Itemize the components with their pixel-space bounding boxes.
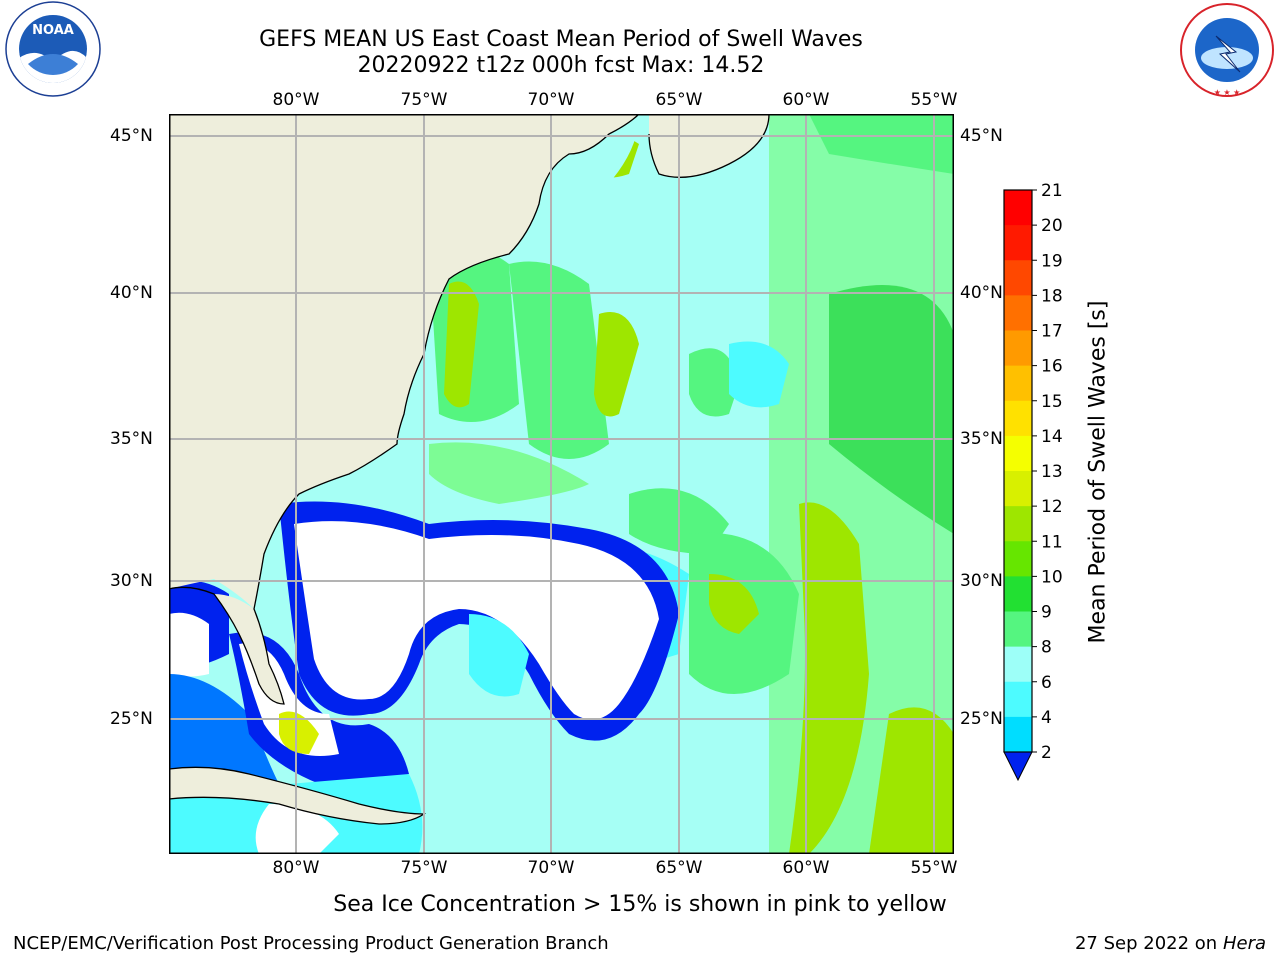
noaa-logo-text: NOAA: [32, 23, 74, 38]
colorbar-segment: [1004, 646, 1032, 683]
lon-label-bottom: 60°W: [782, 858, 830, 878]
colorbar-tick-label: 4: [1041, 708, 1052, 728]
colorbar-tick-label: 19: [1041, 251, 1063, 271]
lat-label-left: 45°N: [110, 126, 153, 146]
colorbar-tick-label: 18: [1041, 286, 1063, 306]
colorbar-tick-label: 8: [1041, 638, 1052, 658]
lat-label-left: 25°N: [110, 709, 153, 729]
footer-host: Hera: [1222, 933, 1266, 954]
lat-label-left: 30°N: [110, 571, 153, 591]
lon-label-top: 65°W: [655, 90, 703, 110]
colorbar-tick-label: 12: [1041, 497, 1063, 517]
lat-label-right: 30°N: [960, 571, 1003, 591]
lon-label-top: 80°W: [272, 90, 320, 110]
lat-label-left: 35°N: [110, 429, 153, 449]
noaa-logo: NOAA: [5, 1, 101, 97]
footer-date-text: 27 Sep 2022 on: [1074, 933, 1218, 954]
lon-label-bottom: 80°W: [272, 858, 320, 878]
lat-label-left: 40°N: [110, 283, 153, 303]
colorbar-segment: [1004, 295, 1032, 331]
colorbar-extend-min: [1003, 751, 1033, 782]
colorbar-tick-label: 14: [1041, 427, 1063, 447]
lat-label-right: 25°N: [960, 709, 1003, 729]
footer-credit: NCEP/EMC/Verification Post Processing Pr…: [13, 933, 609, 954]
colorbar-tick-label: 10: [1041, 567, 1063, 587]
colorbar-segment: [1004, 576, 1032, 612]
colorbar-segment: [1004, 716, 1032, 753]
chart-title-line2: 20220922 t12z 000h fcst Max: 14.52: [357, 53, 765, 78]
colorbar-tick-label: 6: [1041, 673, 1052, 693]
colorbar-segment: [1004, 330, 1032, 367]
lon-label-bottom: 70°W: [527, 858, 575, 878]
colorbar-segment: [1004, 611, 1032, 648]
svg-text:★ ★ ★: ★ ★ ★: [1214, 88, 1241, 97]
colorbar-tick-label: 11: [1041, 532, 1063, 552]
colorbar-tick-label: 15: [1041, 392, 1063, 412]
lon-label-top: 70°W: [527, 90, 575, 110]
lat-label-right: 40°N: [960, 283, 1003, 303]
us-landmass: [169, 114, 639, 609]
footer-date: 27 Sep 2022 on Hera: [1075, 933, 1266, 954]
colorbar-segment: [1004, 225, 1032, 261]
colorbar-label: Mean Period of Swell Waves [s]: [1085, 300, 1111, 644]
sea-ice-note: Sea Ice Concentration > 15% is shown in …: [333, 892, 947, 917]
colorbar-tick-label: 20: [1041, 216, 1063, 236]
nws-logo: ★ ★ ★: [1180, 3, 1274, 97]
colorbar-segment: [1004, 365, 1032, 402]
colorbar-segment: [1004, 190, 1032, 226]
lat-label-right: 45°N: [960, 126, 1003, 146]
colorbar-segment: [1004, 400, 1032, 437]
lat-label-right: 35°N: [960, 429, 1003, 449]
swell-period-map: [169, 114, 954, 854]
colorbar-segment: [1004, 506, 1032, 542]
colorbar-segment: [1004, 435, 1032, 472]
lon-label-bottom: 65°W: [655, 858, 703, 878]
map-gridlines: [169, 114, 954, 854]
colorbar-segment: [1004, 471, 1032, 507]
colorbar-segment: [1004, 260, 1032, 296]
colorbar-tick-label: 16: [1041, 357, 1063, 377]
lon-label-top: 75°W: [400, 90, 448, 110]
lon-label-bottom: 75°W: [400, 858, 448, 878]
colorbar-segment: [1004, 541, 1032, 577]
lon-label-top: 55°W: [910, 90, 958, 110]
lon-label-top: 60°W: [782, 90, 830, 110]
colorbar-tick-label: 21: [1041, 181, 1063, 201]
colorbar-tick-label: 2: [1041, 743, 1052, 763]
colorbar-tick-label: 9: [1041, 603, 1052, 623]
colorbar: 2 4 6 8 9 10 11 12 13 14 15 16 17 18 19 20 21: [1003, 181, 1063, 782]
colorbar-tick-label: 13: [1041, 462, 1063, 482]
colorbar-segment: [1004, 681, 1032, 718]
lon-label-bottom: 55°W: [910, 858, 958, 878]
florida-peninsula: [214, 594, 284, 704]
colorbar-tick-label: 17: [1041, 322, 1063, 342]
chart-title-line1: GEFS MEAN US East Coast Mean Period of S…: [259, 27, 863, 52]
